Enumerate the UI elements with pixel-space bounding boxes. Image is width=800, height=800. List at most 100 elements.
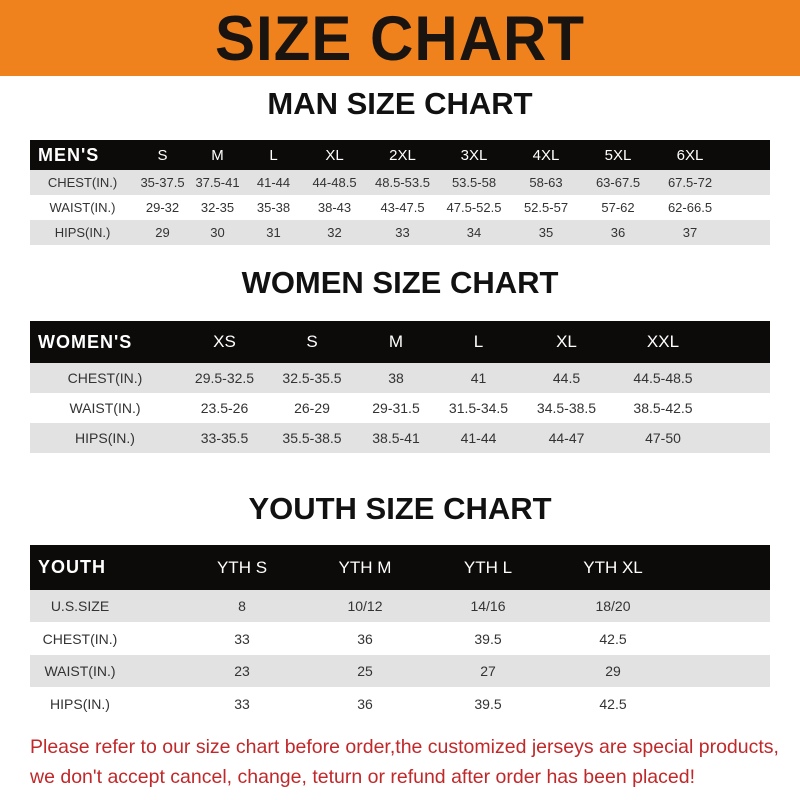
table-cell: 29 [155, 225, 170, 240]
size-column-header: M [388, 332, 404, 351]
size-column-header: YTH XL [583, 557, 643, 577]
row-label: U.S.SIZE [50, 598, 110, 614]
table-cell: 25 [357, 663, 373, 679]
table-cell: 43-47.5 [380, 200, 425, 215]
table-cell: 33 [234, 695, 250, 712]
table-cell: 36 [357, 695, 373, 712]
size-column-header: 6XL [676, 146, 704, 164]
youth-title: YOUTH SIZE CHART [248, 491, 552, 526]
table-cell: 29-31.5 [372, 400, 420, 416]
table-row: WAIST(IN.) 23 25 27 29 [30, 655, 770, 687]
table-row: HIPS(IN.) 29 30 31 32 33 34 35 36 37 [30, 220, 770, 245]
row-label: WAIST(IN.) [44, 663, 116, 679]
table-heading: WOMEN'S [38, 331, 133, 352]
size-column-header: M [211, 146, 224, 164]
table-cell: 53.5-58 [451, 175, 497, 190]
size-column-header: YTH M [338, 557, 392, 577]
size-column-header: YTH S [216, 557, 268, 577]
table-row: CHEST(IN.) 35-37.5 37.5-41 41-44 44-48.5 48.5… [30, 170, 770, 195]
table-cell: 23.5-26 [200, 400, 249, 416]
table-cell: 10/12 [347, 598, 383, 614]
row-label: CHEST(IN.) [42, 630, 118, 647]
table-cell: 36 [610, 225, 626, 240]
table-cell: 14/16 [470, 598, 506, 614]
table-cell: 52.5-57 [523, 200, 569, 215]
table-cell: 41-44 [256, 175, 291, 190]
size-column-header: 2XL [389, 146, 416, 164]
table-cell: 37.5-41 [195, 175, 240, 190]
table-cell: 44.5 [552, 370, 581, 386]
header-row: MEN'S S M L XL 2XL 3XL 4XL 5XL 6XL [30, 140, 770, 170]
table-cell: 67.5-72 [667, 175, 713, 190]
table-cell: 29.5-32.5 [194, 370, 255, 386]
row-label: HIPS(IN.) [54, 225, 111, 240]
table-cell: 30 [210, 225, 225, 240]
table-cell: 33 [395, 225, 410, 240]
table-cell: 38 [388, 370, 404, 386]
size-column-header: L [473, 332, 484, 351]
table-cell: 42.5 [599, 630, 627, 647]
size-column-header: 4XL [532, 146, 560, 164]
table-cell: 38-43 [317, 200, 352, 215]
table-cell: 62-66.5 [667, 200, 713, 215]
table-row: HIPS(IN.) 33 36 39.5 42.5 [30, 687, 770, 720]
table-cell: 44.5-48.5 [633, 370, 693, 386]
table-cell: 44-48.5 [312, 175, 357, 190]
header-row: YOUTH YTH S YTH M YTH L YTH XL [30, 545, 770, 590]
table-row: CHEST(IN.) 33 36 39.5 42.5 [30, 622, 770, 655]
order-notice: Please refer to our size chart before or… [30, 732, 790, 792]
table-row: CHEST(IN.) 29.5-32.5 32.5-35.5 38 41 44.5 44.5… [30, 363, 770, 393]
table-cell: 35 [538, 225, 554, 240]
table-cell: 29 [605, 663, 621, 679]
table-cell: 47-50 [645, 430, 681, 446]
table-cell: 42.5 [599, 695, 627, 712]
table-cell: 34 [466, 225, 482, 240]
table-cell: 37 [682, 225, 698, 240]
table-row: WAIST(IN.) 23.5-26 26-29 29-31.5 31.5-34.5 34… [30, 393, 770, 423]
table-cell: 35.5-38.5 [282, 430, 342, 446]
table-heading: YOUTH [38, 557, 106, 577]
row-label: HIPS(IN.) [50, 695, 110, 712]
table-cell: 27 [480, 663, 496, 679]
table-cell: 34.5-38.5 [536, 400, 597, 416]
table-cell: 18/20 [595, 598, 631, 614]
row-label: WAIST(IN.) [69, 400, 141, 416]
size-column-header: XXL [646, 332, 680, 351]
banner-title: SIZE CHART [215, 2, 585, 74]
table-row: HIPS(IN.) 33-35.5 35.5-38.5 38.5-41 41-44 44-… [30, 423, 770, 453]
table-cell: 31.5-34.5 [448, 400, 509, 416]
size-column-header: 3XL [460, 146, 488, 164]
row-label: CHEST(IN.) [67, 370, 143, 386]
banner: SIZE CHART [0, 0, 800, 76]
row-label: HIPS(IN.) [75, 430, 135, 446]
table-cell: 63-67.5 [595, 175, 641, 190]
header-row: WOMEN'S XS S M L XL XXL [30, 321, 770, 363]
table-cell: 41-44 [460, 430, 497, 446]
table-cell: 38.5-42.5 [633, 400, 693, 416]
table-row: U.S.SIZE 8 10/12 14/16 18/20 [30, 590, 770, 622]
order-notice-line-1: Please refer to our size chart before or… [30, 736, 779, 758]
table-cell: 8 [238, 598, 246, 614]
table-cell: 44-47 [548, 430, 585, 446]
table-cell: 35-38 [256, 200, 291, 215]
table-cell: 57-62 [601, 200, 635, 215]
table-cell: 47.5-52.5 [446, 200, 502, 215]
size-column-header: YTH L [463, 557, 513, 577]
table-cell: 32-35 [200, 200, 235, 215]
table-cell: 29-32 [145, 200, 180, 215]
youth-size-table: YOUTH YTH S YTH M YTH L YTH XL U.S.SIZE 8 10/12… [30, 545, 770, 720]
table-cell: 23 [234, 663, 250, 679]
table-cell: 33 [234, 630, 250, 647]
size-column-header: 5XL [604, 146, 632, 164]
size-column-header: XL [556, 332, 577, 351]
size-column-header: S [157, 146, 168, 164]
men-title: MAN SIZE CHART [267, 86, 533, 121]
table-cell: 58-63 [529, 175, 563, 190]
table-row: WAIST(IN.) 29-32 32-35 35-38 38-43 43-47.5 47.… [30, 195, 770, 220]
table-cell: 39.5 [474, 695, 502, 712]
row-label: CHEST(IN.) [47, 175, 118, 190]
size-column-header: S [306, 332, 318, 351]
men-size-table: MEN'S S M L XL 2XL 3XL 4XL 5XL 6XL CHEST(IN.) 35-37… [30, 140, 770, 245]
table-cell: 39.5 [474, 630, 502, 647]
table-cell: 48.5-53.5 [375, 175, 430, 190]
